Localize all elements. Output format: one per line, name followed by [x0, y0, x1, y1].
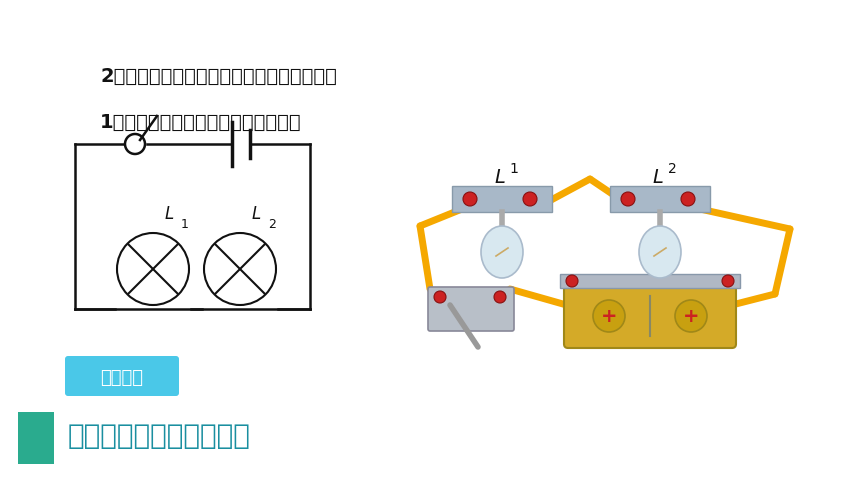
- FancyBboxPatch shape: [560, 274, 740, 288]
- Text: L: L: [252, 205, 261, 223]
- Ellipse shape: [481, 226, 523, 278]
- Text: 1: 1: [510, 162, 519, 176]
- Bar: [18, 412, 54, 464]
- Circle shape: [675, 300, 707, 332]
- Circle shape: [681, 192, 695, 206]
- Circle shape: [523, 192, 537, 206]
- Circle shape: [566, 275, 578, 287]
- FancyBboxPatch shape: [428, 287, 514, 331]
- Circle shape: [434, 291, 446, 303]
- Text: 2: 2: [667, 162, 676, 176]
- FancyBboxPatch shape: [564, 284, 736, 348]
- Circle shape: [621, 192, 635, 206]
- Text: +: +: [601, 306, 617, 326]
- Text: L: L: [165, 205, 175, 223]
- Text: 2: 2: [268, 218, 276, 231]
- Text: L: L: [653, 168, 663, 187]
- Text: 一、串联电路的电压规律: 一、串联电路的电压规律: [68, 422, 251, 450]
- Text: +: +: [683, 306, 699, 326]
- Text: 1: 1: [181, 218, 189, 231]
- Text: 1．为什么两灯的发光情况会不一样？: 1．为什么两灯的发光情况会不一样？: [100, 112, 302, 132]
- FancyBboxPatch shape: [65, 356, 179, 396]
- FancyBboxPatch shape: [452, 186, 552, 212]
- FancyBboxPatch shape: [610, 186, 710, 212]
- Text: L: L: [494, 168, 506, 187]
- Text: 2．串联电路中各部分的电压会有什么关系？: 2．串联电路中各部分的电压会有什么关系？: [100, 66, 337, 86]
- Circle shape: [494, 291, 506, 303]
- Circle shape: [722, 275, 734, 287]
- Text: 提出问题: 提出问题: [101, 369, 144, 387]
- Ellipse shape: [639, 226, 681, 278]
- Circle shape: [593, 300, 625, 332]
- Circle shape: [463, 192, 477, 206]
